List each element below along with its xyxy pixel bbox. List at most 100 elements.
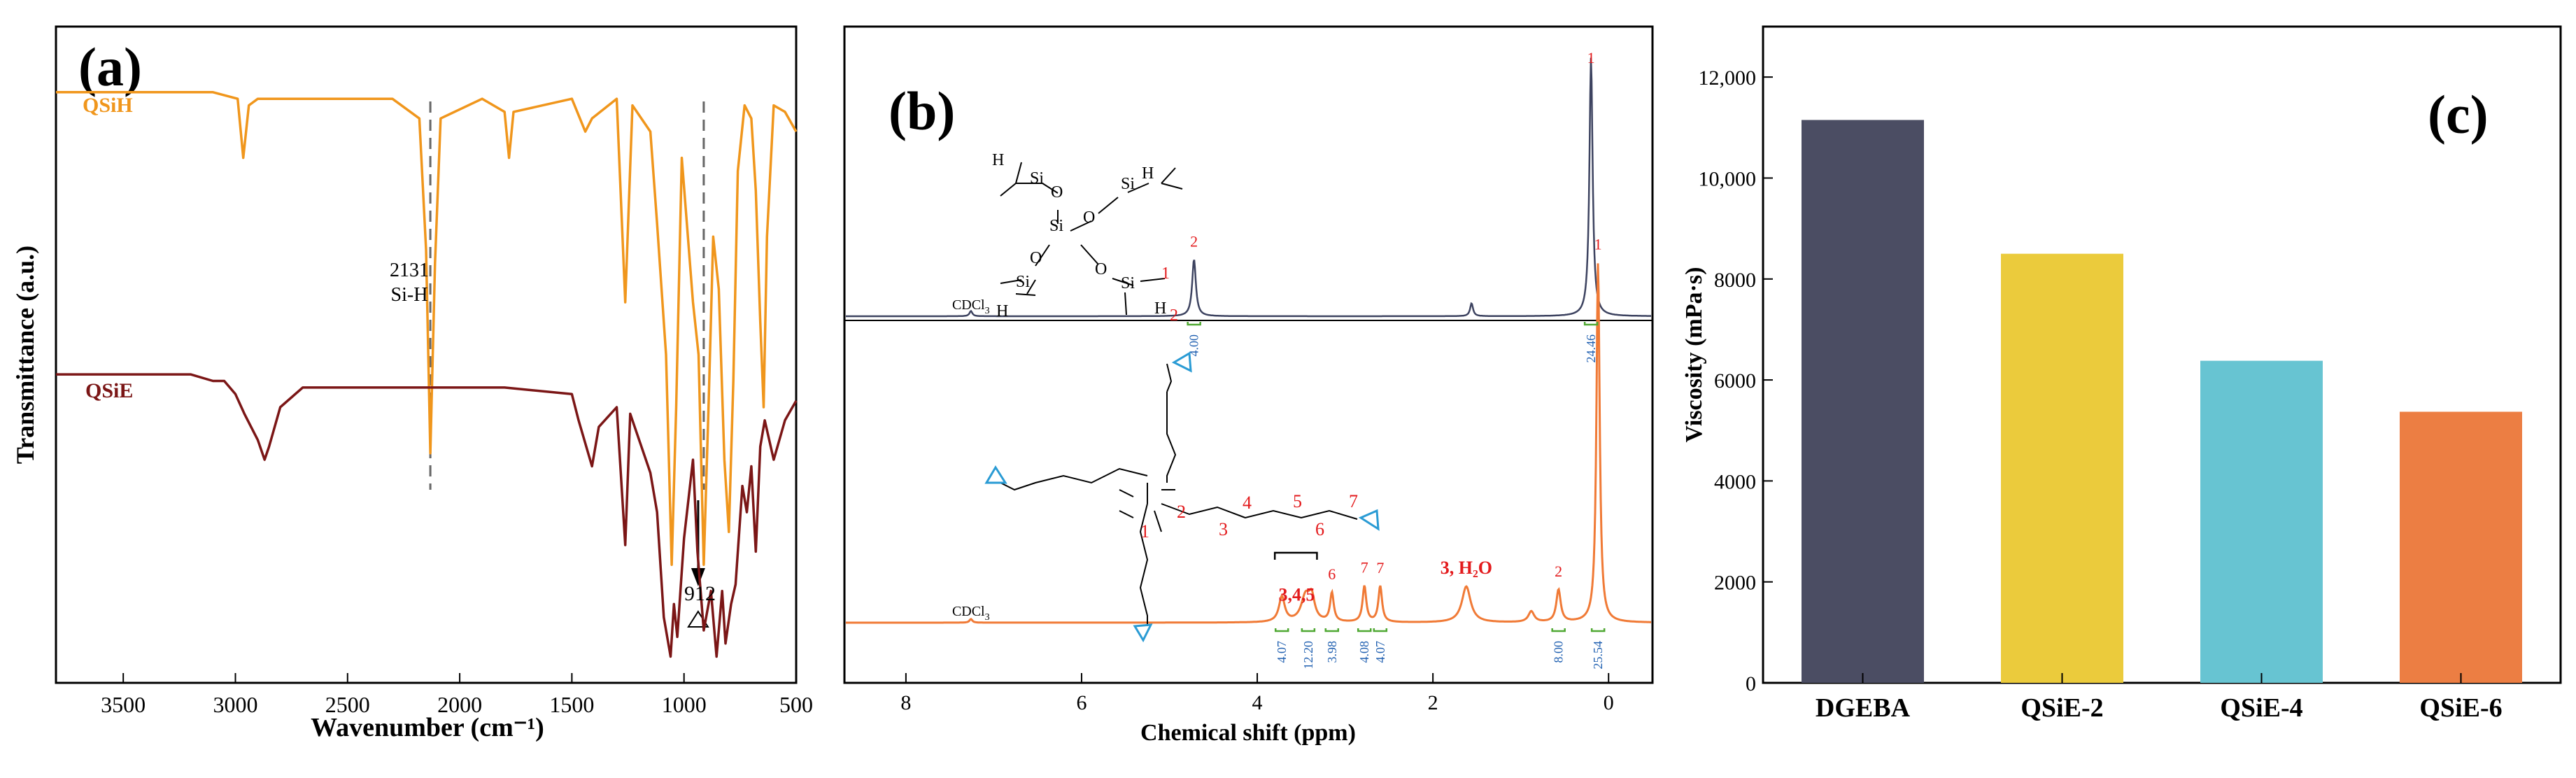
epoxide-rings (984, 351, 1380, 643)
peak-label: 2 (1555, 563, 1562, 580)
arrow-head-icon (691, 568, 705, 586)
panel-c-frame (1762, 25, 2562, 684)
series-label-qsie: QSiE (85, 379, 133, 402)
peak-label: 1 (1594, 236, 1602, 253)
y-tick-label: 6000 (1714, 369, 1756, 392)
svg-text:H: H (992, 151, 1004, 169)
integral-bracket (1187, 322, 1201, 326)
peak-label: 1 (1587, 49, 1595, 66)
epoxide-icon (1133, 623, 1153, 643)
integral-bracket (1324, 628, 1340, 632)
category-label: QSiE-4 (2220, 693, 2302, 723)
integral-bracket (1373, 628, 1388, 632)
x-tick-label: 500 (779, 692, 813, 717)
nmr-spectrum-qsie (846, 263, 1651, 624)
panel-a-x-axis-label: Wavenumber (cm⁻¹) (311, 713, 544, 742)
integral-bracket (1301, 628, 1316, 632)
svg-text:H: H (1154, 299, 1166, 318)
panel-b-x-axis-label: Chemical shift (ppm) (1140, 720, 1356, 746)
integral-value: 3.98 (1325, 641, 1339, 663)
epoxide-icon (1358, 509, 1380, 531)
y-tick-label: 8000 (1714, 269, 1756, 292)
integral-value: 8.00 (1552, 641, 1566, 663)
integral-bracket (1357, 628, 1372, 632)
qsih-structure (1000, 162, 1183, 316)
x-tick-label: 3500 (101, 692, 146, 717)
panel-b-spectra (846, 57, 1651, 624)
svg-text:2: 2 (1177, 502, 1186, 522)
y-tick-label: 0 (1746, 672, 1756, 695)
svg-text:Si: Si (1121, 274, 1135, 292)
panel-a-x-axis: 3500 3000 2500 2000 1500 1000 500 (101, 673, 813, 717)
peak-2131-label: Si-H (391, 284, 428, 306)
category-label: DGEBA (1816, 693, 1911, 723)
peak-group-bracket (1273, 551, 1318, 560)
peak-label: 6 (1328, 565, 1336, 583)
panel-c-label: (c) (2428, 84, 2489, 145)
series-label-qsih: QSiH (83, 94, 133, 117)
x-tick-label: 0 (1604, 691, 1614, 714)
series-line-qsih (56, 91, 798, 566)
svg-text:6: 6 (1315, 519, 1324, 539)
svg-text:2: 2 (1170, 306, 1178, 325)
integral-value: 25.54 (1591, 641, 1605, 670)
bar-qsie-4 (2200, 360, 2323, 683)
x-tick-label: 2000 (437, 692, 482, 717)
integral-value: 4.08 (1357, 641, 1371, 663)
peak-label: 3,4,5 (1279, 585, 1315, 605)
panel-a-label: (a) (78, 36, 142, 97)
peak-label: 3, H₂O (1441, 558, 1492, 578)
epoxide-icon (1171, 351, 1192, 373)
epoxide-icon (984, 465, 1007, 484)
solvent-label: CDCl3 (952, 297, 990, 316)
nmr-spectrum-qsih (846, 57, 1651, 318)
y-tick-label: 4000 (1714, 470, 1756, 493)
integral-bracket (1274, 628, 1289, 632)
panel-c-x-axis: DGEBA QSiE-2 QSiE-4 QSiE-6 (1816, 673, 2503, 723)
panel-a-y-axis-label: Transmittance (a.u.) (11, 246, 39, 464)
peak-label: 7 (1361, 559, 1368, 577)
y-tick-label: 12,000 (1699, 66, 1757, 90)
panel-b-label: (b) (889, 80, 955, 141)
peak-label: 7 (1376, 559, 1384, 577)
x-tick-label: 1000 (662, 692, 707, 717)
svg-text:Si: Si (1121, 175, 1135, 193)
svg-text:H: H (1142, 164, 1154, 183)
svg-text:Si: Si (1049, 217, 1063, 235)
panel-a-series (56, 91, 798, 658)
y-tick-label: 2000 (1714, 572, 1756, 595)
x-tick-label: 1500 (549, 692, 594, 717)
integral-value: 24.46 (1584, 334, 1598, 363)
bar-qsie-6 (2400, 411, 2522, 683)
svg-text:H: H (996, 302, 1008, 320)
qsie-structure (1000, 363, 1358, 626)
panel-a-frame (55, 25, 798, 684)
bar-qsie-2 (2001, 253, 2123, 683)
x-tick-label: 2500 (325, 692, 370, 717)
svg-text:4: 4 (1243, 493, 1252, 513)
x-tick-label: 6 (1076, 691, 1087, 714)
category-label: QSiE-6 (2419, 693, 2502, 723)
panel-b-frame (843, 25, 1654, 684)
qsih-structure-labels: H Si O Si O Si H O Si O Si H 1 2 H (992, 151, 1178, 325)
svg-text:7: 7 (1349, 491, 1358, 511)
qsie-structure-labels: 1 2 3 4 5 6 7 (1140, 491, 1358, 542)
panel-b-x-axis: 8 6 4 2 0 (900, 673, 1614, 714)
peak-2131-number: 2131 (390, 260, 429, 281)
series-line-qsie (56, 373, 798, 658)
bar-dgeba (1802, 120, 1924, 683)
peak-912-number: 912 (684, 582, 716, 605)
integral-value: 4.00 (1187, 334, 1201, 357)
svg-text:O: O (1030, 249, 1042, 267)
svg-text:O: O (1095, 260, 1107, 278)
x-tick-label: 2 (1428, 691, 1438, 714)
integral-value: 12.20 (1301, 641, 1315, 670)
panel-c-y-axis-label: Viscosity (mPa·s) (1681, 267, 1707, 443)
peak-label: 2 (1190, 233, 1198, 250)
y-tick-label: 10,000 (1699, 167, 1757, 190)
integral-value: 4.07 (1275, 641, 1289, 663)
svg-text:Si: Si (1030, 169, 1044, 188)
